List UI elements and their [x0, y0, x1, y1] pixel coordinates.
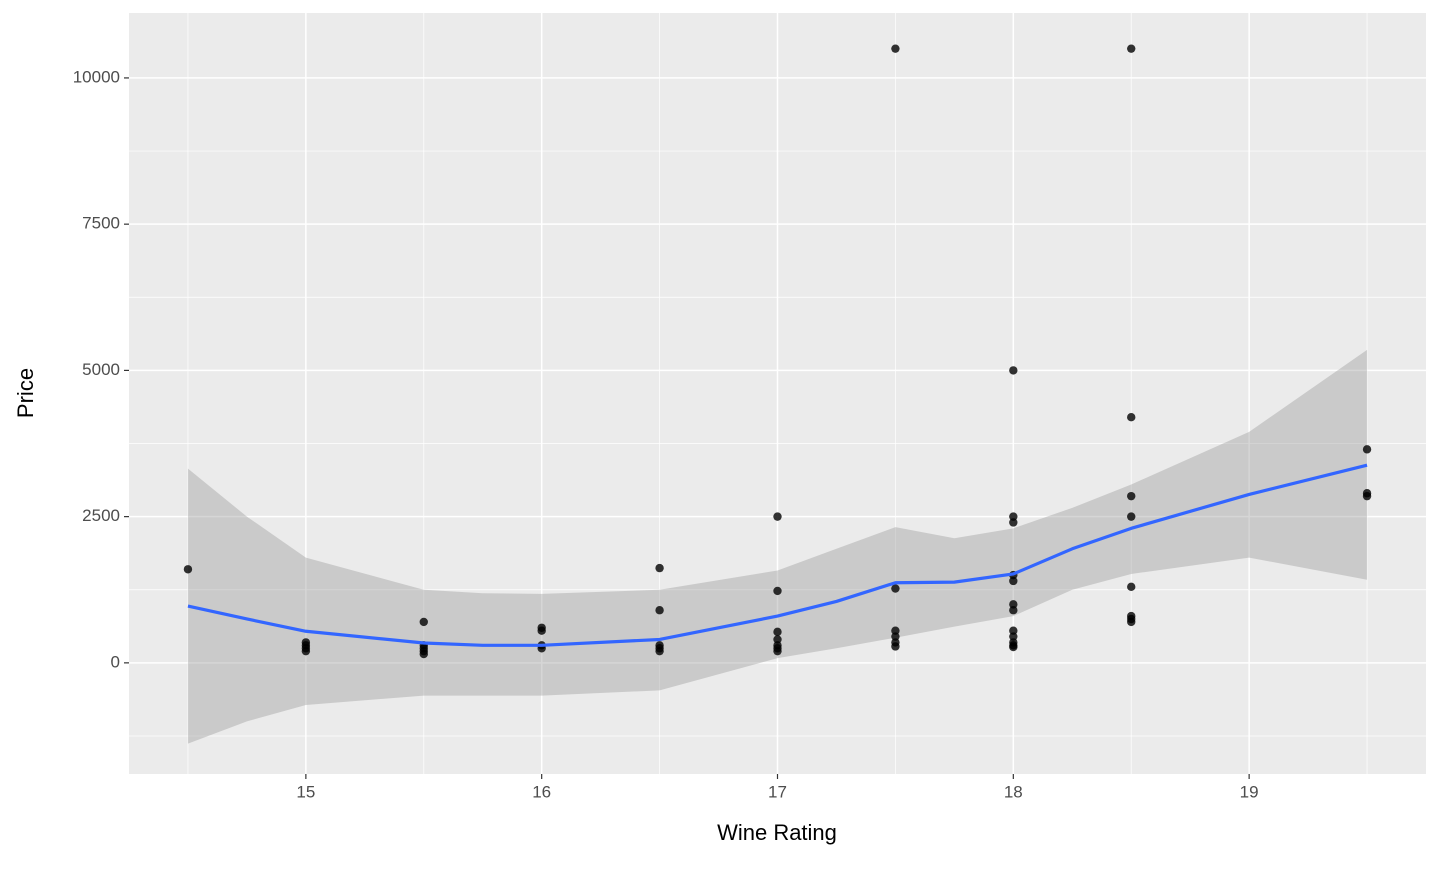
y-tick-label: 0 [111, 652, 120, 671]
point [419, 649, 428, 659]
point [1362, 491, 1372, 501]
point [891, 632, 900, 641]
point [1009, 642, 1018, 652]
point [301, 638, 311, 647]
point [1127, 412, 1136, 422]
layers [183, 44, 1372, 744]
point [1009, 512, 1018, 521]
point [1009, 606, 1018, 615]
y-axis-title: Price [13, 368, 38, 418]
point [1127, 491, 1136, 501]
point [1009, 576, 1018, 586]
x-axis-title: Wine Rating [717, 820, 837, 845]
point [537, 626, 546, 635]
point [1009, 518, 1018, 527]
point [773, 512, 782, 521]
point [1009, 366, 1018, 375]
y-tick-label: 2500 [82, 506, 120, 525]
x-tick-label: 18 [1004, 782, 1023, 801]
point [773, 646, 782, 656]
grid [129, 13, 1426, 774]
point [1127, 44, 1136, 53]
point [183, 565, 193, 574]
point [891, 642, 900, 651]
point [891, 626, 900, 635]
point [773, 586, 782, 596]
y-tick-label: 10000 [73, 67, 120, 86]
point [1127, 617, 1136, 627]
x-tick-label: 17 [768, 782, 787, 801]
x-tick-label: 15 [296, 782, 315, 801]
point [1009, 632, 1018, 641]
x-tick-label: 19 [1240, 782, 1259, 801]
point [773, 627, 782, 637]
point [1127, 512, 1136, 521]
point [1127, 582, 1136, 592]
y-tick-label: 5000 [82, 360, 120, 379]
point [419, 617, 428, 627]
y-tick-label: 7500 [82, 214, 120, 233]
point [891, 44, 900, 53]
point [1009, 600, 1018, 609]
point [655, 606, 664, 615]
point [891, 584, 900, 593]
point [655, 563, 664, 573]
x-tick-label: 16 [532, 782, 551, 801]
smooth-line [187, 463, 1368, 647]
point [655, 646, 664, 656]
point [1362, 445, 1372, 454]
point [1009, 626, 1018, 635]
point [773, 635, 782, 644]
